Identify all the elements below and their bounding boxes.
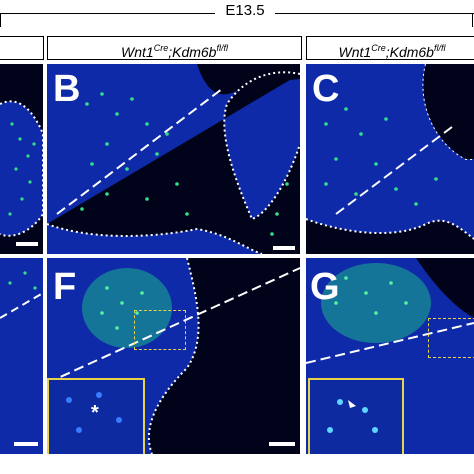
bracket-tick-left: [0, 13, 1, 27]
panel-f-scale-bar: [269, 442, 295, 446]
panel-f-inset-asterisk: *: [91, 402, 99, 424]
panel-b-label: B: [53, 68, 81, 110]
header-mutant-1: Wnt1Cre;Kdm6bfl/fl: [47, 36, 302, 60]
panel-b-scale-bar: [273, 246, 295, 250]
header-control: [0, 36, 44, 60]
panel-g-label: G: [310, 266, 340, 308]
panel-g-image: G: [306, 258, 474, 454]
panel-c-label: C: [312, 68, 340, 110]
f-green-dots: [100, 286, 144, 330]
g-green-dots: [334, 276, 408, 315]
panel-c-image: C: [306, 64, 474, 254]
bracket-tick-right: [472, 13, 473, 27]
panel-a-image: [0, 64, 43, 254]
panel-f-zoom-box: [134, 310, 186, 350]
panel-e-image: [0, 258, 43, 454]
panel-f-image: F *: [47, 258, 300, 454]
header-mutant-2: Wnt1Cre;Kdm6bfl/fl: [306, 36, 474, 60]
a-green-dots: [8, 122, 36, 216]
stage-bracket: E13.5: [0, 0, 474, 30]
b-green-dots: [80, 92, 289, 236]
c-green-dots: [324, 107, 438, 206]
panel-f-inset: *: [47, 378, 145, 454]
panel-b-image: B: [47, 64, 300, 254]
panel-f-label: F: [53, 266, 77, 308]
panel-g-inset-arrowhead: [348, 400, 356, 408]
panel-g-zoom-box: [428, 318, 474, 358]
stage-label: E13.5: [215, 2, 275, 19]
panel-g-inset: [308, 378, 404, 454]
